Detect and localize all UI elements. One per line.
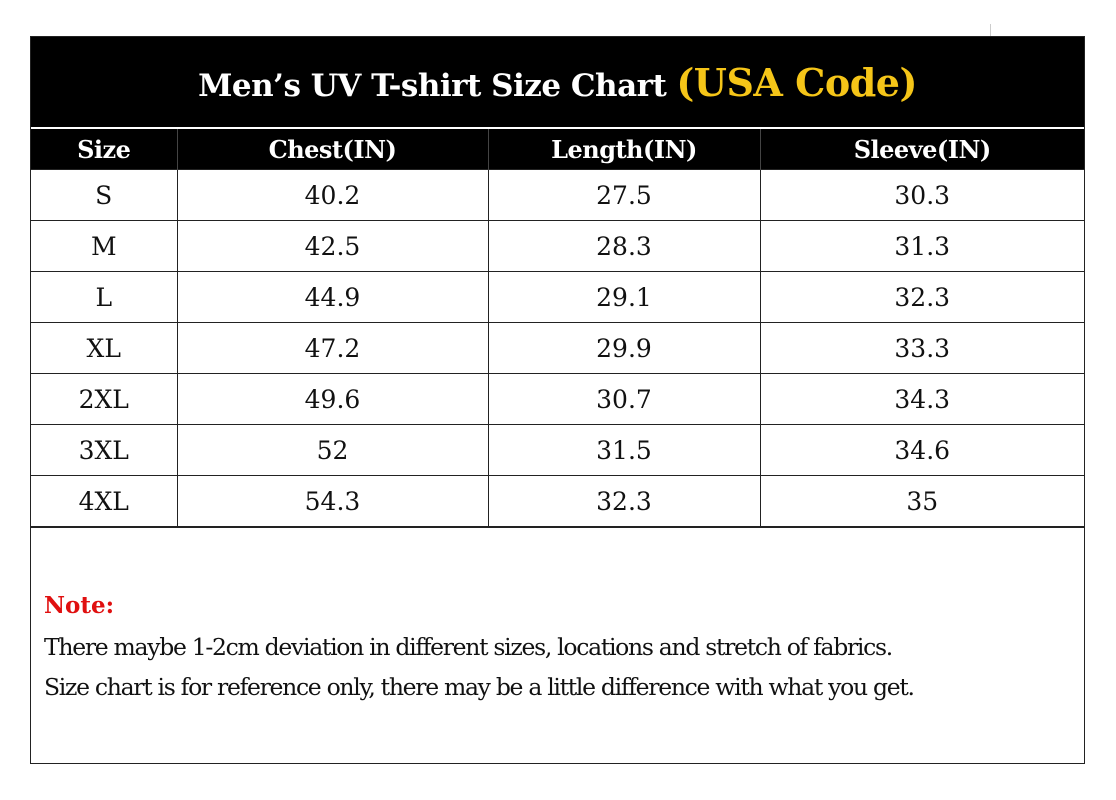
edge-tick-mark [990, 24, 991, 36]
table-row: 3XL 52 31.5 34.6 [31, 424, 1084, 476]
cell-sleeve: 32.3 [759, 271, 1084, 323]
column-header-chest: Chest(IN) [176, 127, 488, 170]
size-chart-frame: Men’s UV T-shirt Size Chart (USA Code) Si… [30, 36, 1085, 764]
cell-length: 27.5 [487, 169, 761, 221]
cell-sleeve: 30.3 [759, 169, 1084, 221]
chart-title: Men’s UV T-shirt Size Chart (USA Code) [198, 60, 917, 105]
cell-chest: 42.5 [176, 220, 489, 272]
note-section: Note: There maybe 1-2cm deviation in dif… [44, 592, 915, 707]
cell-chest: 54.3 [176, 475, 489, 528]
column-header-sleeve: Sleeve(IN) [759, 127, 1084, 170]
cell-size: M [31, 220, 178, 272]
cell-sleeve: 34.6 [759, 424, 1084, 476]
cell-size: 4XL [31, 475, 178, 528]
cell-chest: 52 [176, 424, 489, 476]
column-header-size: Size [31, 127, 177, 170]
note-line: Size chart is for reference only, there … [44, 673, 915, 701]
column-header-length: Length(IN) [487, 127, 760, 170]
title-bar: Men’s UV T-shirt Size Chart (USA Code) [31, 37, 1084, 127]
cell-chest: 49.6 [176, 373, 489, 425]
cell-chest: 47.2 [176, 322, 489, 374]
cell-length: 29.1 [487, 271, 761, 323]
cell-length: 29.9 [487, 322, 761, 374]
table-row: XL 47.2 29.9 33.3 [31, 322, 1084, 374]
cell-size: XL [31, 322, 178, 374]
cell-size: L [31, 271, 178, 323]
cell-size: 3XL [31, 424, 178, 476]
table-row: M 42.5 28.3 31.3 [31, 220, 1084, 272]
chart-title-main: Men’s UV T-shirt Size Chart [198, 67, 667, 104]
table-row: 2XL 49.6 30.7 34.3 [31, 373, 1084, 425]
cell-size: S [31, 169, 178, 221]
cell-length: 31.5 [487, 424, 761, 476]
cell-size: 2XL [31, 373, 178, 425]
table-header-row: Size Chest(IN) Length(IN) Sleeve(IN) [31, 127, 1084, 170]
cell-chest: 44.9 [176, 271, 489, 323]
size-table: Size Chest(IN) Length(IN) Sleeve(IN) S 4… [31, 127, 1084, 528]
chart-title-accent: (USA Code) [676, 59, 917, 105]
cell-length: 28.3 [487, 220, 761, 272]
table-row: L 44.9 29.1 32.3 [31, 271, 1084, 323]
cell-length: 30.7 [487, 373, 761, 425]
cell-sleeve: 34.3 [759, 373, 1084, 425]
cell-chest: 40.2 [176, 169, 489, 221]
cell-sleeve: 31.3 [759, 220, 1084, 272]
cell-length: 32.3 [487, 475, 761, 528]
cell-sleeve: 33.3 [759, 322, 1084, 374]
note-line: There maybe 1-2cm deviation in different… [44, 633, 893, 661]
table-row: S 40.2 27.5 30.3 [31, 169, 1084, 221]
table-row: 4XL 54.3 32.3 35 [31, 475, 1084, 528]
cell-sleeve: 35 [759, 475, 1084, 528]
note-label: Note: [44, 592, 115, 619]
